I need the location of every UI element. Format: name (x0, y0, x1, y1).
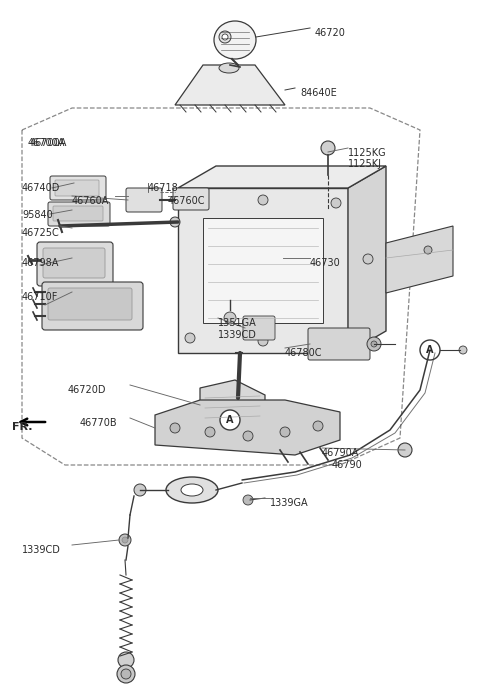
Text: 46780C: 46780C (285, 348, 323, 358)
Text: 46700A: 46700A (30, 138, 67, 148)
FancyBboxPatch shape (48, 288, 132, 320)
Text: A: A (426, 345, 434, 355)
Circle shape (170, 423, 180, 433)
Text: 1125KJ: 1125KJ (348, 159, 382, 169)
Circle shape (331, 333, 341, 343)
Text: 1339GA: 1339GA (270, 498, 309, 508)
Text: 1351GA: 1351GA (218, 318, 257, 328)
Polygon shape (178, 166, 386, 188)
Circle shape (398, 443, 412, 457)
Circle shape (134, 484, 146, 496)
Text: 46740D: 46740D (22, 183, 60, 193)
FancyBboxPatch shape (243, 316, 275, 340)
FancyBboxPatch shape (42, 282, 143, 330)
FancyBboxPatch shape (308, 328, 370, 360)
Text: FR.: FR. (12, 422, 33, 432)
Text: 46720: 46720 (315, 28, 346, 38)
FancyBboxPatch shape (53, 206, 103, 221)
FancyBboxPatch shape (37, 242, 113, 286)
Text: 46790A: 46790A (322, 448, 360, 458)
Text: 95840: 95840 (22, 210, 53, 220)
Circle shape (420, 340, 440, 360)
Polygon shape (155, 400, 340, 455)
Circle shape (367, 337, 381, 351)
FancyBboxPatch shape (126, 188, 162, 212)
Circle shape (313, 421, 323, 431)
Text: 46700A: 46700A (28, 138, 65, 148)
Circle shape (226, 404, 238, 416)
Text: 46770B: 46770B (80, 418, 118, 428)
Text: 84640E: 84640E (300, 88, 337, 98)
Text: 46798A: 46798A (22, 258, 60, 268)
Circle shape (220, 410, 240, 430)
Circle shape (243, 431, 253, 441)
Text: 1125KG: 1125KG (348, 148, 386, 158)
FancyBboxPatch shape (173, 188, 209, 210)
Circle shape (121, 669, 131, 679)
Polygon shape (200, 380, 265, 440)
Text: 1339CD: 1339CD (22, 545, 61, 555)
Circle shape (122, 537, 128, 543)
Polygon shape (348, 166, 386, 353)
Text: 46720D: 46720D (68, 385, 107, 395)
Circle shape (459, 346, 467, 354)
Polygon shape (203, 218, 323, 323)
FancyBboxPatch shape (48, 202, 110, 226)
Ellipse shape (166, 477, 218, 503)
Circle shape (371, 341, 377, 347)
Circle shape (205, 427, 215, 437)
Text: 46725C: 46725C (22, 228, 60, 238)
Circle shape (258, 336, 268, 346)
Circle shape (427, 343, 437, 353)
Circle shape (258, 195, 268, 205)
Circle shape (185, 333, 195, 343)
Text: A: A (226, 415, 234, 425)
Circle shape (363, 254, 373, 264)
Circle shape (243, 495, 253, 505)
FancyBboxPatch shape (55, 180, 99, 196)
Text: 46710F: 46710F (22, 292, 59, 302)
Text: 1339CD: 1339CD (218, 330, 257, 340)
Circle shape (222, 34, 228, 40)
FancyBboxPatch shape (43, 248, 105, 278)
Text: 46760A: 46760A (72, 196, 109, 206)
Circle shape (424, 246, 432, 254)
Text: 46760C: 46760C (168, 196, 205, 206)
Circle shape (224, 312, 236, 324)
Circle shape (185, 198, 195, 208)
Text: 46790: 46790 (332, 460, 363, 470)
Text: 46730: 46730 (310, 258, 341, 268)
Polygon shape (386, 226, 453, 293)
Circle shape (118, 652, 134, 668)
Polygon shape (175, 65, 285, 105)
Text: 46718: 46718 (148, 183, 179, 193)
Ellipse shape (219, 63, 239, 73)
Polygon shape (178, 188, 348, 353)
Ellipse shape (181, 484, 203, 496)
Circle shape (119, 534, 131, 546)
FancyBboxPatch shape (50, 176, 106, 200)
Circle shape (321, 141, 335, 155)
Circle shape (280, 427, 290, 437)
Ellipse shape (214, 21, 256, 59)
Circle shape (219, 31, 231, 43)
Circle shape (117, 665, 135, 683)
Circle shape (170, 217, 180, 227)
Circle shape (331, 198, 341, 208)
